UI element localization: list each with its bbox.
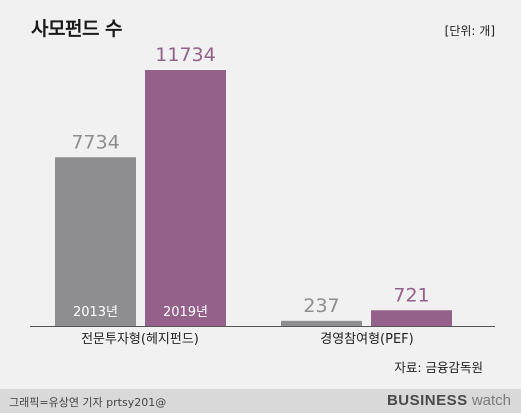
businesswatch-logo: BUSINESS watch <box>386 392 511 409</box>
value-label-0-1: 11734 <box>155 44 215 66</box>
source-note: 자료: 금융감독원 <box>394 360 483 375</box>
value-label-0-0: 7734 <box>71 131 119 153</box>
bar-0-1 <box>145 70 226 326</box>
value-label-1-0: 237 <box>303 295 339 317</box>
bar-1-1 <box>371 310 452 326</box>
category-label-1: 경영참여형(PEF) <box>320 332 413 345</box>
series-label-0: 2013년 <box>73 305 118 320</box>
chart-title: 사모펀드 수 <box>31 18 123 40</box>
value-label-1-1: 721 <box>393 284 429 306</box>
series-label-1: 2019년 <box>163 305 208 320</box>
footer-bar: 그래픽=유상연 기자 prtsy201@ BUSINESS watch <box>0 389 521 413</box>
bar-0-0 <box>55 157 136 326</box>
graphic-credit: 그래픽=유상연 기자 prtsy201@ <box>9 396 167 409</box>
unit-label: [단위: 개] <box>444 24 495 38</box>
category-label-0: 전문투자형(헤지펀드) <box>81 332 199 345</box>
bar-1-0 <box>281 320 362 326</box>
